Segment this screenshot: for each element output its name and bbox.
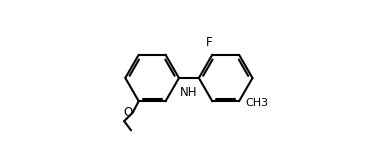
- Text: O: O: [123, 106, 133, 119]
- Text: F: F: [206, 36, 212, 49]
- Text: NH: NH: [180, 86, 197, 99]
- Text: CH3: CH3: [245, 98, 268, 108]
